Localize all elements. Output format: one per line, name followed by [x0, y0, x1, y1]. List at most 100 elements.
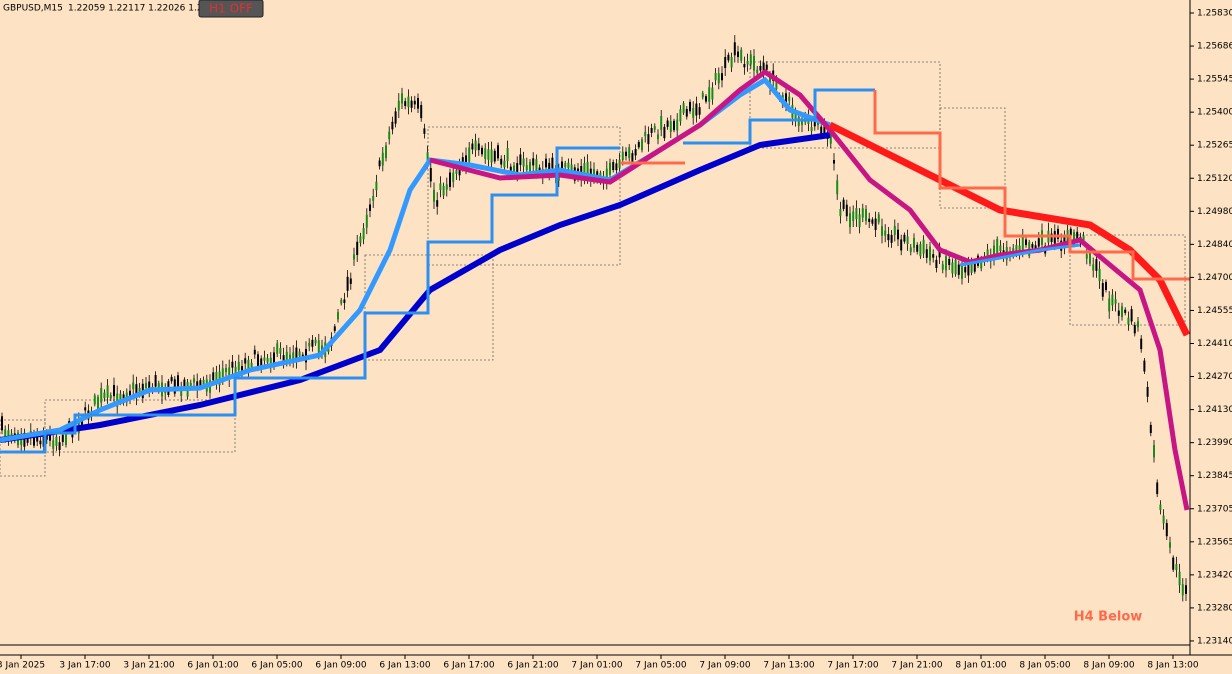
candle-body [202, 379, 205, 385]
price-label: 1.23420 [1197, 570, 1232, 580]
candle-body [1185, 585, 1187, 594]
candle-body [493, 150, 496, 162]
candle-body [996, 238, 999, 254]
candle-body [644, 131, 647, 137]
candle-body [1146, 386, 1149, 397]
time-label: 6 Jan 01:00 [187, 661, 239, 671]
candle-body [308, 342, 311, 347]
quote: 1.22059 1.22117 1.22026 1.22071 [68, 4, 225, 14]
candle-body [561, 161, 563, 173]
h4-fast-ma [429, 68, 1190, 511]
candle-body [148, 381, 151, 391]
candle-body [759, 65, 762, 71]
price-label: 1.25686 [1197, 42, 1232, 52]
candle-body [1073, 231, 1075, 245]
candle-body [682, 103, 685, 113]
candle-body [1095, 259, 1098, 271]
time-label: 7 Jan 17:00 [827, 661, 879, 671]
candle-body [215, 371, 218, 384]
time-label: 7 Jan 21:00 [891, 661, 943, 671]
candle-body [890, 234, 893, 243]
candle-body [356, 241, 359, 256]
time-axis: 3 Jan 2025 3 Jan 17:00 3 Jan 21:00 6 Jan 01… [0, 655, 1199, 671]
candle-body [740, 49, 743, 61]
candle-body [509, 166, 512, 171]
candle-body [532, 158, 535, 166]
time-label: 7 Jan 13:00 [763, 661, 815, 671]
candle-body [932, 254, 935, 258]
time-label: 6 Jan 21:00 [507, 661, 559, 671]
candle-body [721, 73, 723, 81]
range-box [749, 61, 941, 149]
price-label: 1.24410 [1197, 339, 1232, 349]
candle-body [487, 149, 490, 160]
candle-body [999, 245, 1002, 252]
candle-body [391, 121, 394, 130]
candle-body [529, 162, 531, 174]
candle-body [733, 42, 736, 56]
candle-body [279, 347, 282, 354]
h1-button[interactable] [198, 0, 264, 18]
candle-body [762, 62, 765, 73]
candle-body [439, 183, 442, 191]
candle-body [372, 195, 375, 201]
candle-body [93, 395, 96, 405]
candle-body [292, 352, 295, 361]
candle-body [970, 259, 973, 273]
candle-body [109, 395, 112, 399]
candle-body [788, 96, 791, 101]
candle-body [1153, 445, 1155, 458]
candle-body [314, 339, 317, 344]
candle-body [708, 87, 711, 102]
candle-body [135, 384, 138, 398]
candle-body [100, 387, 103, 403]
candle-body [938, 249, 941, 258]
candle-body [855, 208, 858, 220]
candle-body [551, 157, 554, 169]
candle-body [247, 359, 250, 373]
candle-body [1156, 482, 1159, 495]
candle-body [1098, 268, 1101, 282]
candle-body [477, 143, 480, 151]
price-label: 1.25545 [1197, 75, 1232, 85]
h1-button-label[interactable]: H1 OFF [209, 2, 253, 16]
candle-body [858, 214, 861, 228]
candle-body [433, 189, 435, 202]
candle-body [829, 130, 832, 144]
candle-body [852, 211, 855, 221]
candle-body [183, 379, 186, 388]
candle-body [839, 209, 842, 217]
candle-body [663, 126, 666, 139]
candle-body [669, 121, 672, 132]
candle-body [375, 181, 378, 191]
candle-body [765, 64, 768, 70]
candle-body [423, 128, 426, 134]
candle-body [730, 57, 733, 68]
candle-body [1057, 228, 1059, 239]
candle-body [407, 96, 410, 108]
candle-body [612, 162, 615, 171]
candle-body [1031, 244, 1034, 248]
candle-body [7, 430, 10, 440]
candle-body [119, 393, 122, 402]
range-box [427, 126, 621, 266]
candle-body [865, 209, 867, 221]
time-label: 3 Jan 2025 [0, 661, 45, 671]
candle-body [1089, 253, 1091, 264]
candle-body [468, 147, 471, 162]
candle-body [823, 120, 826, 136]
price-axis: 1.25830 1.25686 1.25545 1.25400 1.25265 1.251… [1190, 9, 1232, 646]
candle-body [401, 93, 403, 104]
candle-body [794, 113, 797, 121]
candle-body [244, 358, 247, 364]
candle-body [106, 385, 109, 398]
candle-body [935, 259, 938, 269]
candle-body [189, 382, 192, 388]
candle-body [1105, 281, 1107, 291]
candle-body [775, 81, 778, 90]
candle-body [618, 159, 621, 168]
candle-body [513, 165, 515, 175]
candle-body [679, 109, 682, 122]
candle-body [615, 163, 618, 171]
price-label: 1.25265 [1197, 141, 1232, 151]
